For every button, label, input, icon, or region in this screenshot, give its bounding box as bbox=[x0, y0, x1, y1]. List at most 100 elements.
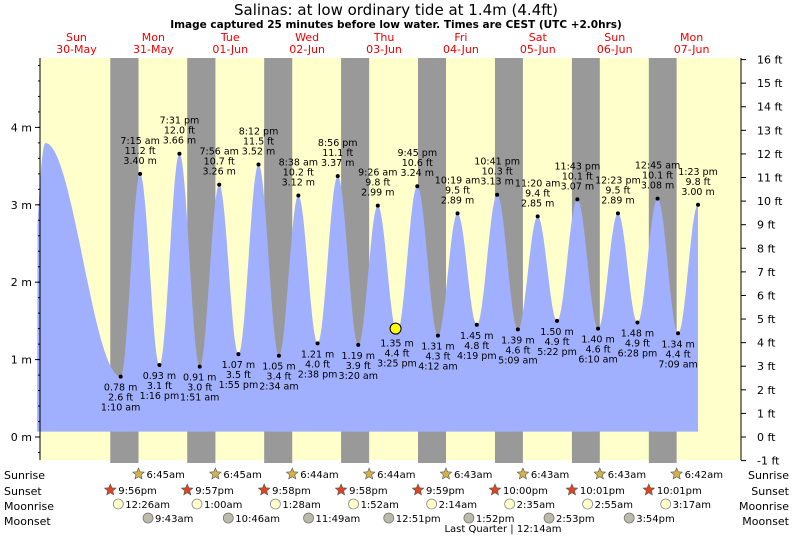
tide-extreme-dot bbox=[118, 374, 123, 379]
day-header-date: 01-Jun bbox=[212, 43, 248, 56]
tide-extreme-label: 3.1 ft bbox=[147, 381, 172, 392]
tide-extreme-label: 10:41 pm bbox=[474, 157, 520, 168]
tide-extreme-label: 7:31 pm bbox=[160, 116, 200, 127]
tide-extreme-label: 12:23 pm bbox=[595, 175, 641, 186]
right-axis-tick-label: 16 ft bbox=[757, 54, 783, 67]
tide-extreme-label: 0.91 m bbox=[183, 373, 216, 384]
tide-extreme-label: 3.5 ft bbox=[226, 370, 251, 381]
tide-extreme-label: 4.4 ft bbox=[666, 349, 691, 360]
sunrise-time: 6:43am bbox=[531, 470, 569, 481]
tide-extreme-dot bbox=[535, 214, 540, 219]
tide-extreme-label: 6:28 pm bbox=[618, 348, 658, 359]
tide-extreme-dot bbox=[435, 333, 440, 338]
tide-extreme-label: 11.2 ft bbox=[125, 146, 156, 157]
sunset-icon bbox=[334, 483, 348, 496]
tide-extreme-dot bbox=[676, 331, 681, 336]
plot-area bbox=[37, 58, 741, 463]
tide-extreme-label: 3.12 m bbox=[282, 178, 315, 189]
right-axis-tick-label: 14 ft bbox=[757, 101, 783, 114]
day-header-date: 31-May bbox=[133, 43, 174, 56]
tide-extreme-label: 3.13 m bbox=[480, 177, 513, 188]
tide-extreme-dot bbox=[474, 322, 479, 327]
tide-extreme-label: 3.40 m bbox=[123, 156, 156, 167]
moonrise-icon bbox=[660, 498, 672, 510]
sunrise-time: 6:44am bbox=[300, 470, 338, 481]
tide-extreme-label: 0.93 m bbox=[143, 371, 176, 382]
tide-extreme-label: 3.00 m bbox=[681, 187, 714, 198]
tide-extreme-label: 3:25 pm bbox=[377, 359, 417, 370]
tide-extreme-label: 10.1 ft bbox=[562, 171, 593, 182]
sunrise-icon bbox=[439, 467, 453, 480]
tide-extreme-dot bbox=[515, 327, 520, 332]
day-header-dow: Sun bbox=[66, 31, 87, 44]
tide-extreme-label: 10:19 am bbox=[435, 175, 480, 186]
tide-extreme-dot bbox=[315, 341, 320, 346]
tide-extreme-label: 7:56 am bbox=[199, 147, 238, 158]
moonset-time: 10:46am bbox=[235, 514, 280, 525]
sunset-icon bbox=[180, 483, 194, 496]
tide-extreme-label: 7:09 am bbox=[658, 359, 697, 370]
tide-extreme-label: 0.78 m bbox=[104, 383, 137, 394]
moonrise-time: 12:26am bbox=[125, 500, 170, 511]
tide-extreme-label: 10.2 ft bbox=[283, 168, 314, 179]
tide-extreme-dot bbox=[635, 320, 640, 325]
tide-extreme-label: 4:12 am bbox=[418, 362, 457, 373]
tide-extreme-dot bbox=[555, 318, 560, 323]
tide-extreme-label: 4.0 ft bbox=[305, 359, 330, 370]
tide-extreme-label: 1.50 m bbox=[540, 327, 573, 338]
right-axis-tick-label: 6 ft bbox=[757, 289, 776, 302]
axes: 0 m 1 m 2 m 3 m 4 m -1 ft 0 ft 1 ft 2 ft 3 ft 4 ft… bbox=[11, 54, 783, 468]
tide-extreme-dot bbox=[157, 363, 162, 368]
sunset-icon bbox=[411, 483, 425, 496]
moonrise-icon bbox=[348, 498, 359, 510]
tide-extreme-dot bbox=[655, 196, 660, 201]
tide-extreme-label: 4.6 ft bbox=[586, 345, 611, 356]
moonset-time: 11:49am bbox=[316, 514, 361, 525]
moonrise-time: 2:55am bbox=[595, 500, 633, 511]
tide-extreme-label: 10.7 ft bbox=[204, 157, 235, 168]
day-header-dow: Mon bbox=[680, 31, 703, 44]
tide-extreme-label: 3.26 m bbox=[202, 167, 235, 178]
tide-extreme-label: 5:22 pm bbox=[537, 347, 577, 358]
right-axis-tick-label: 8 ft bbox=[757, 242, 776, 255]
tide-extreme-label: 8:56 pm bbox=[318, 138, 358, 149]
tide-extreme-dot bbox=[296, 193, 301, 198]
tide-extreme-label: 4.3 ft bbox=[425, 352, 450, 363]
tide-extreme-dot bbox=[415, 184, 420, 189]
right-axis-tick-label: 10 ft bbox=[757, 195, 783, 208]
day-header-dow: Mon bbox=[142, 31, 165, 44]
moonrise-time: 1:00am bbox=[204, 500, 242, 511]
tide-extreme-label: 9:26 am bbox=[358, 168, 397, 179]
tide-extreme-label: 9.8 ft bbox=[365, 178, 390, 189]
tide-extreme-label: 3.07 m bbox=[561, 181, 594, 192]
tide-extreme-dot bbox=[256, 162, 261, 167]
right-axis-tick-label: 12 ft bbox=[757, 148, 783, 161]
current-tide-marker bbox=[389, 322, 402, 335]
tide-extreme-label: 1:16 pm bbox=[140, 391, 180, 402]
moonset-icon bbox=[222, 512, 234, 524]
tide-extreme-label: 2.89 m bbox=[441, 195, 474, 206]
tide-extreme-label: 2:34 am bbox=[259, 382, 298, 393]
sunset-icon bbox=[257, 483, 271, 496]
tide-extreme-dot bbox=[236, 352, 241, 357]
left-axis-tick-label: 4 m bbox=[11, 121, 32, 134]
chart-title: Salinas: at low ordinary tide at 1.4m (4… bbox=[234, 1, 558, 19]
moonset-icon bbox=[383, 512, 395, 524]
tide-extreme-dot bbox=[575, 197, 580, 202]
tide-extreme-label: 1.35 m bbox=[380, 339, 413, 350]
moonset-time: 1:52pm bbox=[476, 514, 515, 525]
tide-extreme-label: 4.9 ft bbox=[625, 338, 650, 349]
sunset-icon bbox=[642, 483, 656, 496]
moonset-time: 3:54pm bbox=[636, 514, 675, 525]
sunset-time: 10:01pm bbox=[580, 486, 625, 497]
tide-extreme-dot bbox=[596, 326, 601, 331]
moonset-time: 12:51pm bbox=[396, 514, 441, 525]
tide-extreme-label: 8:38 am bbox=[279, 158, 318, 169]
day-header-date: 30-May bbox=[56, 43, 97, 56]
sunrise-time: 6:43am bbox=[608, 470, 646, 481]
tide-extreme-label: 4.6 ft bbox=[505, 345, 530, 356]
tide-extreme-label: 9.5 ft bbox=[605, 185, 630, 196]
tide-extreme-label: 10.6 ft bbox=[402, 158, 433, 169]
